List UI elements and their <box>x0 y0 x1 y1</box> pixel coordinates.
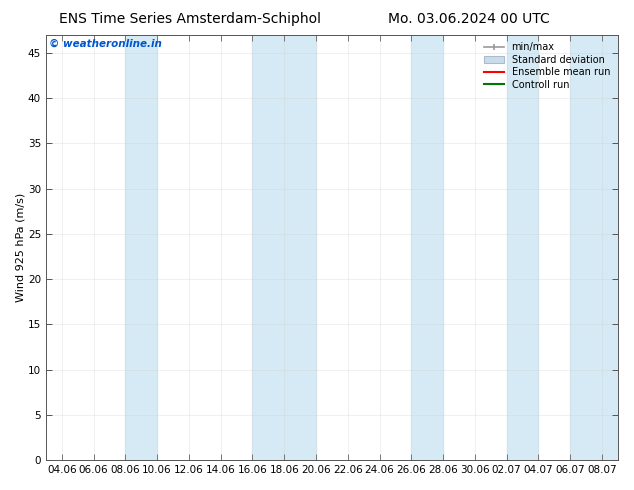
Text: Mo. 03.06.2024 00 UTC: Mo. 03.06.2024 00 UTC <box>388 12 550 26</box>
Bar <box>252 35 316 460</box>
Bar <box>570 35 634 460</box>
Text: ENS Time Series Amsterdam-Schiphol: ENS Time Series Amsterdam-Schiphol <box>59 12 321 26</box>
Legend: min/max, Standard deviation, Ensemble mean run, Controll run: min/max, Standard deviation, Ensemble me… <box>481 40 613 93</box>
Text: © weatheronline.in: © weatheronline.in <box>49 39 162 49</box>
Y-axis label: Wind 925 hPa (m/s): Wind 925 hPa (m/s) <box>15 193 25 302</box>
Bar <box>126 35 157 460</box>
Bar <box>507 35 538 460</box>
Bar <box>411 35 443 460</box>
